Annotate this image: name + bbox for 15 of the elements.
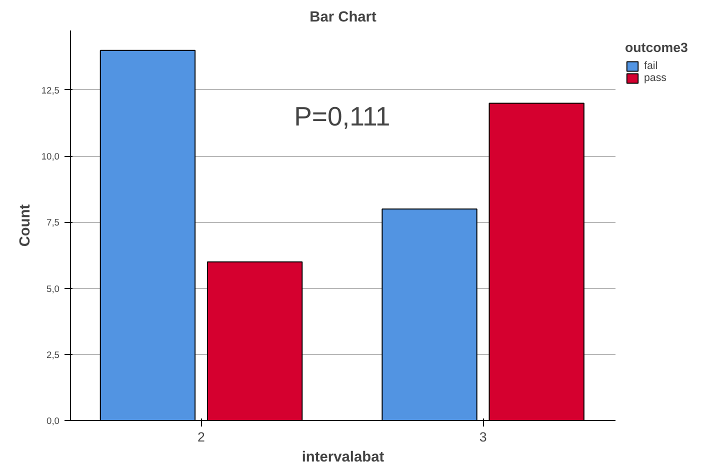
x-tick-label: 2	[198, 430, 205, 444]
legend-label: pass	[644, 72, 667, 84]
y-tick-label: 5,0	[46, 284, 60, 294]
y-tick-label: 12,5	[41, 85, 60, 96]
x-tick-label: 3	[479, 430, 487, 444]
annotation: P=0,111	[294, 101, 390, 132]
y-tick-label: 2,5	[46, 350, 60, 360]
y-tick-label: 10,0	[41, 152, 60, 162]
y-axis-title: Count	[17, 204, 34, 247]
y-tick-label: 0,0	[46, 416, 60, 426]
chart-title: Bar Chart	[310, 10, 377, 26]
legend-title: outcome3	[625, 40, 688, 55]
y-tick-label: 7,5	[46, 218, 60, 228]
legend-label: fail	[644, 60, 659, 72]
x-axis-title: intervalabat	[302, 450, 384, 466]
